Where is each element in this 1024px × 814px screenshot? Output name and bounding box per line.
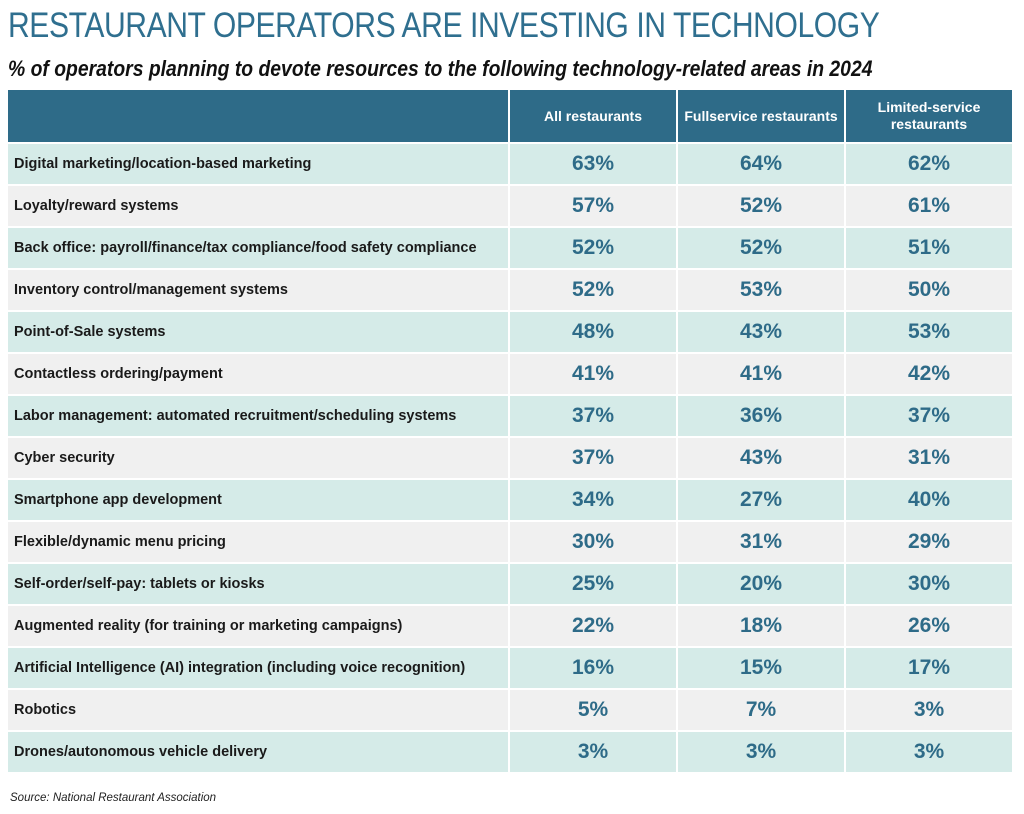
row-label: Inventory control/management systems (8, 268, 508, 310)
technology-table: All restaurants Fullservice restaurants … (8, 90, 1012, 772)
value-all-restaurants: 16% (508, 646, 676, 688)
row-label: Cyber security (8, 436, 508, 478)
table-row: Back office: payroll/finance/tax complia… (8, 226, 1012, 268)
value-limited-service: 17% (844, 646, 1012, 688)
value-fullservice: 18% (676, 604, 844, 646)
header-fullservice: Fullservice restaurants (676, 90, 844, 142)
value-fullservice: 43% (676, 436, 844, 478)
value-limited-service: 31% (844, 436, 1012, 478)
value-fullservice: 52% (676, 226, 844, 268)
row-label: Contactless ordering/payment (8, 352, 508, 394)
value-limited-service: 26% (844, 604, 1012, 646)
value-all-restaurants: 37% (508, 436, 676, 478)
value-all-restaurants: 30% (508, 520, 676, 562)
value-fullservice: 15% (676, 646, 844, 688)
value-limited-service: 37% (844, 394, 1012, 436)
value-fullservice: 53% (676, 268, 844, 310)
table-row: Loyalty/reward systems 57% 52% 61% (8, 184, 1012, 226)
value-fullservice: 41% (676, 352, 844, 394)
page-subtitle: % of operators planning to devote resour… (8, 56, 873, 81)
value-fullservice: 20% (676, 562, 844, 604)
table-row: Augmented reality (for training or marke… (8, 604, 1012, 646)
value-limited-service: 51% (844, 226, 1012, 268)
source-note: Source: National Restaurant Association (10, 792, 217, 804)
value-limited-service: 50% (844, 268, 1012, 310)
value-all-restaurants: 25% (508, 562, 676, 604)
header-row: All restaurants Fullservice restaurants … (8, 90, 1012, 142)
row-label: Point-of-Sale systems (8, 310, 508, 352)
table-row: Smartphone app development 34% 27% 40% (8, 478, 1012, 520)
value-fullservice: 3% (676, 730, 844, 772)
value-limited-service: 3% (844, 688, 1012, 730)
table-body: Digital marketing/location-based marketi… (8, 142, 1012, 772)
value-limited-service: 40% (844, 478, 1012, 520)
value-fullservice: 36% (676, 394, 844, 436)
value-all-restaurants: 5% (508, 688, 676, 730)
row-label: Augmented reality (for training or marke… (8, 604, 508, 646)
value-fullservice: 64% (676, 142, 844, 184)
row-label: Drones/autonomous vehicle delivery (8, 730, 508, 772)
value-limited-service: 29% (844, 520, 1012, 562)
value-all-restaurants: 22% (508, 604, 676, 646)
table-row: Self-order/self-pay: tablets or kiosks 25… (8, 562, 1012, 604)
value-all-restaurants: 48% (508, 310, 676, 352)
value-limited-service: 62% (844, 142, 1012, 184)
header-all-restaurants: All restaurants (508, 90, 676, 142)
row-label: Labor management: automated recruitment/… (8, 394, 508, 436)
row-label: Loyalty/reward systems (8, 184, 508, 226)
table-row: Cyber security 37% 43% 31% (8, 436, 1012, 478)
value-all-restaurants: 63% (508, 142, 676, 184)
value-all-restaurants: 52% (508, 226, 676, 268)
row-label: Artificial Intelligence (AI) integration… (8, 646, 508, 688)
table-row: Artificial Intelligence (AI) integration… (8, 646, 1012, 688)
value-fullservice: 52% (676, 184, 844, 226)
row-label: Flexible/dynamic menu pricing (8, 520, 508, 562)
table-row: Contactless ordering/payment 41% 41% 42% (8, 352, 1012, 394)
page-title: RESTAURANT OPERATORS ARE INVESTING IN TE… (8, 6, 880, 45)
value-fullservice: 43% (676, 310, 844, 352)
row-label: Robotics (8, 688, 508, 730)
value-fullservice: 27% (676, 478, 844, 520)
value-all-restaurants: 52% (508, 268, 676, 310)
table-row: Point-of-Sale systems 48% 43% 53% (8, 310, 1012, 352)
header-blank (8, 90, 508, 142)
table-row: Flexible/dynamic menu pricing 30% 31% 29% (8, 520, 1012, 562)
table-row: Drones/autonomous vehicle delivery 3% 3% 3% (8, 730, 1012, 772)
row-label: Smartphone app development (8, 478, 508, 520)
value-limited-service: 53% (844, 310, 1012, 352)
value-limited-service: 42% (844, 352, 1012, 394)
header-limited-service: Limited-service restaurants (844, 90, 1012, 142)
value-all-restaurants: 41% (508, 352, 676, 394)
value-fullservice: 31% (676, 520, 844, 562)
value-all-restaurants: 57% (508, 184, 676, 226)
value-limited-service: 30% (844, 562, 1012, 604)
row-label: Back office: payroll/finance/tax complia… (8, 226, 508, 268)
table-row: Labor management: automated recruitment/… (8, 394, 1012, 436)
value-all-restaurants: 34% (508, 478, 676, 520)
value-limited-service: 3% (844, 730, 1012, 772)
value-all-restaurants: 3% (508, 730, 676, 772)
value-limited-service: 61% (844, 184, 1012, 226)
table-row: Digital marketing/location-based marketi… (8, 142, 1012, 184)
row-label: Digital marketing/location-based marketi… (8, 142, 508, 184)
value-all-restaurants: 37% (508, 394, 676, 436)
table-row: Robotics 5% 7% 3% (8, 688, 1012, 730)
value-fullservice: 7% (676, 688, 844, 730)
row-label: Self-order/self-pay: tablets or kiosks (8, 562, 508, 604)
table-row: Inventory control/management systems 52% 5… (8, 268, 1012, 310)
